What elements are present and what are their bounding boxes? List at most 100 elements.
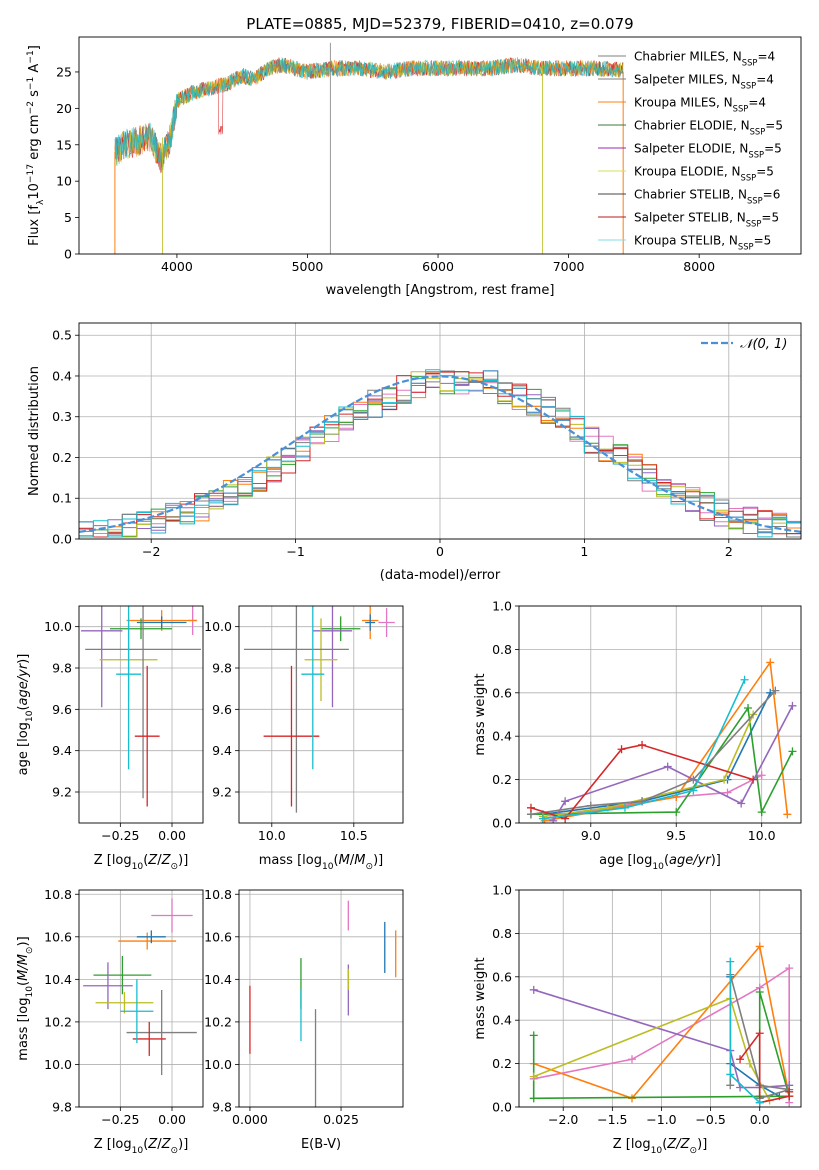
weight-vs-Z-xlabel: Z [log10(Z/Z⊙)] bbox=[613, 1137, 708, 1156]
weight-vs-age-ylabel: mass weight bbox=[473, 673, 488, 755]
y-tick-label: 15 bbox=[56, 137, 72, 152]
age-vs-Z-axes: −0.25 0.00 9.2 9.4 9.6 9.8 10.0 bbox=[44, 606, 203, 843]
series-marker bbox=[785, 1087, 794, 1096]
series-line bbox=[552, 705, 794, 822]
series-marker bbox=[689, 786, 698, 795]
x-tick-label: −1 bbox=[286, 544, 304, 559]
series-marker bbox=[538, 814, 547, 823]
mass-vs-Z-xlabel: Z [log10(Z/Z⊙)] bbox=[94, 1137, 189, 1156]
x-tick-label: 8000 bbox=[683, 259, 715, 274]
x-tick-label: −0.25 bbox=[101, 1112, 139, 1127]
residual-histograms bbox=[79, 369, 801, 538]
y-tick-label: 0.6 bbox=[492, 969, 512, 984]
spectrum-xlabel: wavelength [Angstrom, rest frame] bbox=[326, 283, 555, 298]
spectrum-series-line bbox=[114, 57, 624, 171]
series-marker bbox=[638, 740, 647, 749]
mass-vs-Z-frame bbox=[78, 889, 204, 1108]
series-marker bbox=[529, 985, 538, 994]
y-tick-label: 9.6 bbox=[52, 702, 72, 717]
residuals-frame bbox=[78, 322, 802, 540]
y-tick-label: 9.8 bbox=[52, 661, 72, 676]
series-marker bbox=[749, 775, 758, 784]
x-tick-label: 0.00 bbox=[158, 1112, 186, 1127]
mass-vs-ebv-frame bbox=[238, 889, 404, 1108]
series-marker bbox=[788, 701, 797, 710]
x-tick-label: −1.5 bbox=[597, 1112, 627, 1127]
series-marker bbox=[755, 1029, 764, 1038]
x-tick-label: 0.00 bbox=[158, 828, 186, 843]
series-marker bbox=[737, 799, 746, 808]
residuals-ylabel: Normed distribution bbox=[27, 366, 42, 496]
age-vs-mass-errorbars bbox=[243, 606, 395, 813]
series-marker bbox=[586, 801, 595, 810]
weight-vs-age-series bbox=[526, 658, 797, 823]
legend-label: Chabrier MILES, NSSP=4 bbox=[634, 50, 775, 68]
x-tick-label: 4000 bbox=[161, 259, 193, 274]
series-marker bbox=[766, 658, 775, 667]
y-tick-label: 25 bbox=[56, 64, 72, 79]
y-tick-label: 10.8 bbox=[204, 887, 232, 902]
weight-vs-age-frame bbox=[518, 605, 802, 824]
series-marker bbox=[549, 816, 558, 823]
y-tick-label: 10.4 bbox=[44, 972, 72, 987]
mass-vs-Z-ylabel: mass [log10(M/M⊙)] bbox=[16, 936, 35, 1060]
x-tick-label: 0.0 bbox=[750, 1112, 770, 1127]
y-tick-label: 0.2 bbox=[492, 1056, 512, 1071]
age-vs-mass-frame bbox=[238, 605, 404, 824]
x-tick-label: 9.0 bbox=[581, 828, 601, 843]
series-marker bbox=[788, 747, 797, 756]
y-tick-label: 0.1 bbox=[52, 491, 72, 506]
series-marker bbox=[617, 745, 626, 754]
series-marker bbox=[744, 703, 753, 712]
y-tick-label: 10.2 bbox=[44, 1014, 72, 1029]
series-marker bbox=[757, 808, 766, 817]
x-tick-label: −0.25 bbox=[101, 828, 139, 843]
y-tick-label: 10.6 bbox=[204, 929, 232, 944]
x-tick-label: 0 bbox=[436, 544, 444, 559]
y-tick-label: 9.6 bbox=[212, 702, 232, 717]
legend-label: Kroupa MILES, NSSP=4 bbox=[634, 96, 766, 114]
series-marker bbox=[529, 1094, 538, 1103]
y-tick-label: 20 bbox=[56, 101, 72, 116]
y-tick-label: 0.8 bbox=[492, 642, 512, 657]
y-tick-label: 9.4 bbox=[52, 743, 72, 758]
series-marker bbox=[755, 1098, 764, 1107]
spectrum-lines bbox=[114, 42, 624, 254]
legend-label: Salpeter STELIB, NSSP=5 bbox=[634, 211, 779, 229]
y-tick-label: 9.2 bbox=[212, 785, 232, 800]
legend-label: Salpeter MILES, NSSP=4 bbox=[634, 73, 774, 91]
series-marker bbox=[627, 1094, 636, 1103]
weight-vs-Z-series bbox=[529, 942, 794, 1107]
y-tick-label: 10.0 bbox=[44, 1057, 72, 1072]
series-marker bbox=[720, 775, 729, 784]
y-tick-label: 1.0 bbox=[492, 599, 512, 614]
spectrum-axes: 4000 5000 6000 7000 8000 0 5 10 15 20 25 bbox=[56, 64, 715, 274]
y-tick-label: 1.0 bbox=[492, 883, 512, 898]
y-tick-label: 10.4 bbox=[204, 972, 232, 987]
y-tick-label: 5 bbox=[64, 210, 72, 225]
spectrum-legend: Chabrier MILES, NSSP=4 Salpeter MILES, NS… bbox=[598, 50, 783, 252]
weight-vs-Z-frame bbox=[518, 889, 802, 1108]
y-tick-label: 10.2 bbox=[204, 1014, 232, 1029]
series-marker bbox=[757, 771, 766, 780]
x-tick-label: 0.025 bbox=[323, 1112, 359, 1127]
mass-vs-Z-axes: −0.25 0.00 9.8 10.0 10.2 10.4 10.6 10.8 bbox=[44, 887, 203, 1127]
age-vs-Z-errorbars bbox=[81, 606, 201, 807]
y-tick-label: 0.5 bbox=[52, 328, 72, 343]
mass-vs-ebv-errorbars bbox=[249, 900, 397, 1107]
x-tick-label: 2 bbox=[725, 544, 733, 559]
y-tick-label: 0.2 bbox=[52, 450, 72, 465]
y-tick-label: 10.0 bbox=[204, 619, 232, 634]
y-tick-label: 9.8 bbox=[212, 1100, 232, 1115]
y-tick-label: 0.4 bbox=[492, 729, 512, 744]
y-tick-label: 9.8 bbox=[52, 1100, 72, 1115]
x-tick-label: −0.5 bbox=[695, 1112, 725, 1127]
y-tick-label: 10.0 bbox=[44, 619, 72, 634]
legend-label: Kroupa STELIB, NSSP=5 bbox=[634, 234, 771, 252]
age-vs-Z-ylabel: age [log10(age/yr)] bbox=[16, 654, 35, 776]
series-marker bbox=[736, 1055, 745, 1064]
mass-vs-ebv-axes: 0.000 0.025 9.8 10.0 10.2 10.4 10.6 10.8 bbox=[204, 887, 403, 1127]
series-line bbox=[533, 944, 790, 1100]
series-marker bbox=[755, 987, 764, 996]
